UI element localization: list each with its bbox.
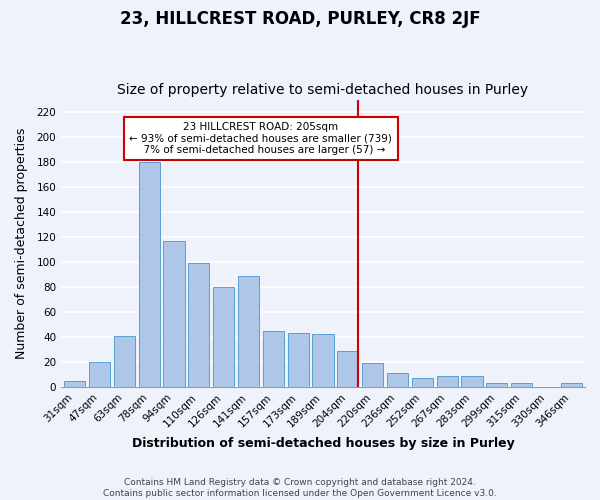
Bar	[89, 362, 110, 387]
Bar	[461, 376, 482, 387]
Bar	[437, 376, 458, 387]
Bar	[64, 380, 85, 387]
Bar	[362, 363, 383, 387]
Text: 23 HILLCREST ROAD: 205sqm
← 93% of semi-detached houses are smaller (739)
  7% o: 23 HILLCREST ROAD: 205sqm ← 93% of semi-…	[130, 122, 392, 155]
Bar	[188, 263, 209, 387]
Bar	[313, 334, 334, 387]
Bar	[163, 241, 185, 387]
Bar	[263, 330, 284, 387]
Y-axis label: Number of semi-detached properties: Number of semi-detached properties	[15, 128, 28, 359]
Text: 23, HILLCREST ROAD, PURLEY, CR8 2JF: 23, HILLCREST ROAD, PURLEY, CR8 2JF	[119, 10, 481, 28]
Text: Contains HM Land Registry data © Crown copyright and database right 2024.
Contai: Contains HM Land Registry data © Crown c…	[103, 478, 497, 498]
Bar	[561, 383, 582, 387]
X-axis label: Distribution of semi-detached houses by size in Purley: Distribution of semi-detached houses by …	[131, 437, 514, 450]
Bar	[486, 383, 508, 387]
Bar	[139, 162, 160, 387]
Bar	[238, 276, 259, 387]
Bar	[114, 336, 135, 387]
Bar	[287, 333, 308, 387]
Bar	[337, 350, 358, 387]
Bar	[412, 378, 433, 387]
Title: Size of property relative to semi-detached houses in Purley: Size of property relative to semi-detach…	[118, 83, 529, 97]
Bar	[213, 287, 234, 387]
Bar	[387, 373, 408, 387]
Bar	[511, 383, 532, 387]
